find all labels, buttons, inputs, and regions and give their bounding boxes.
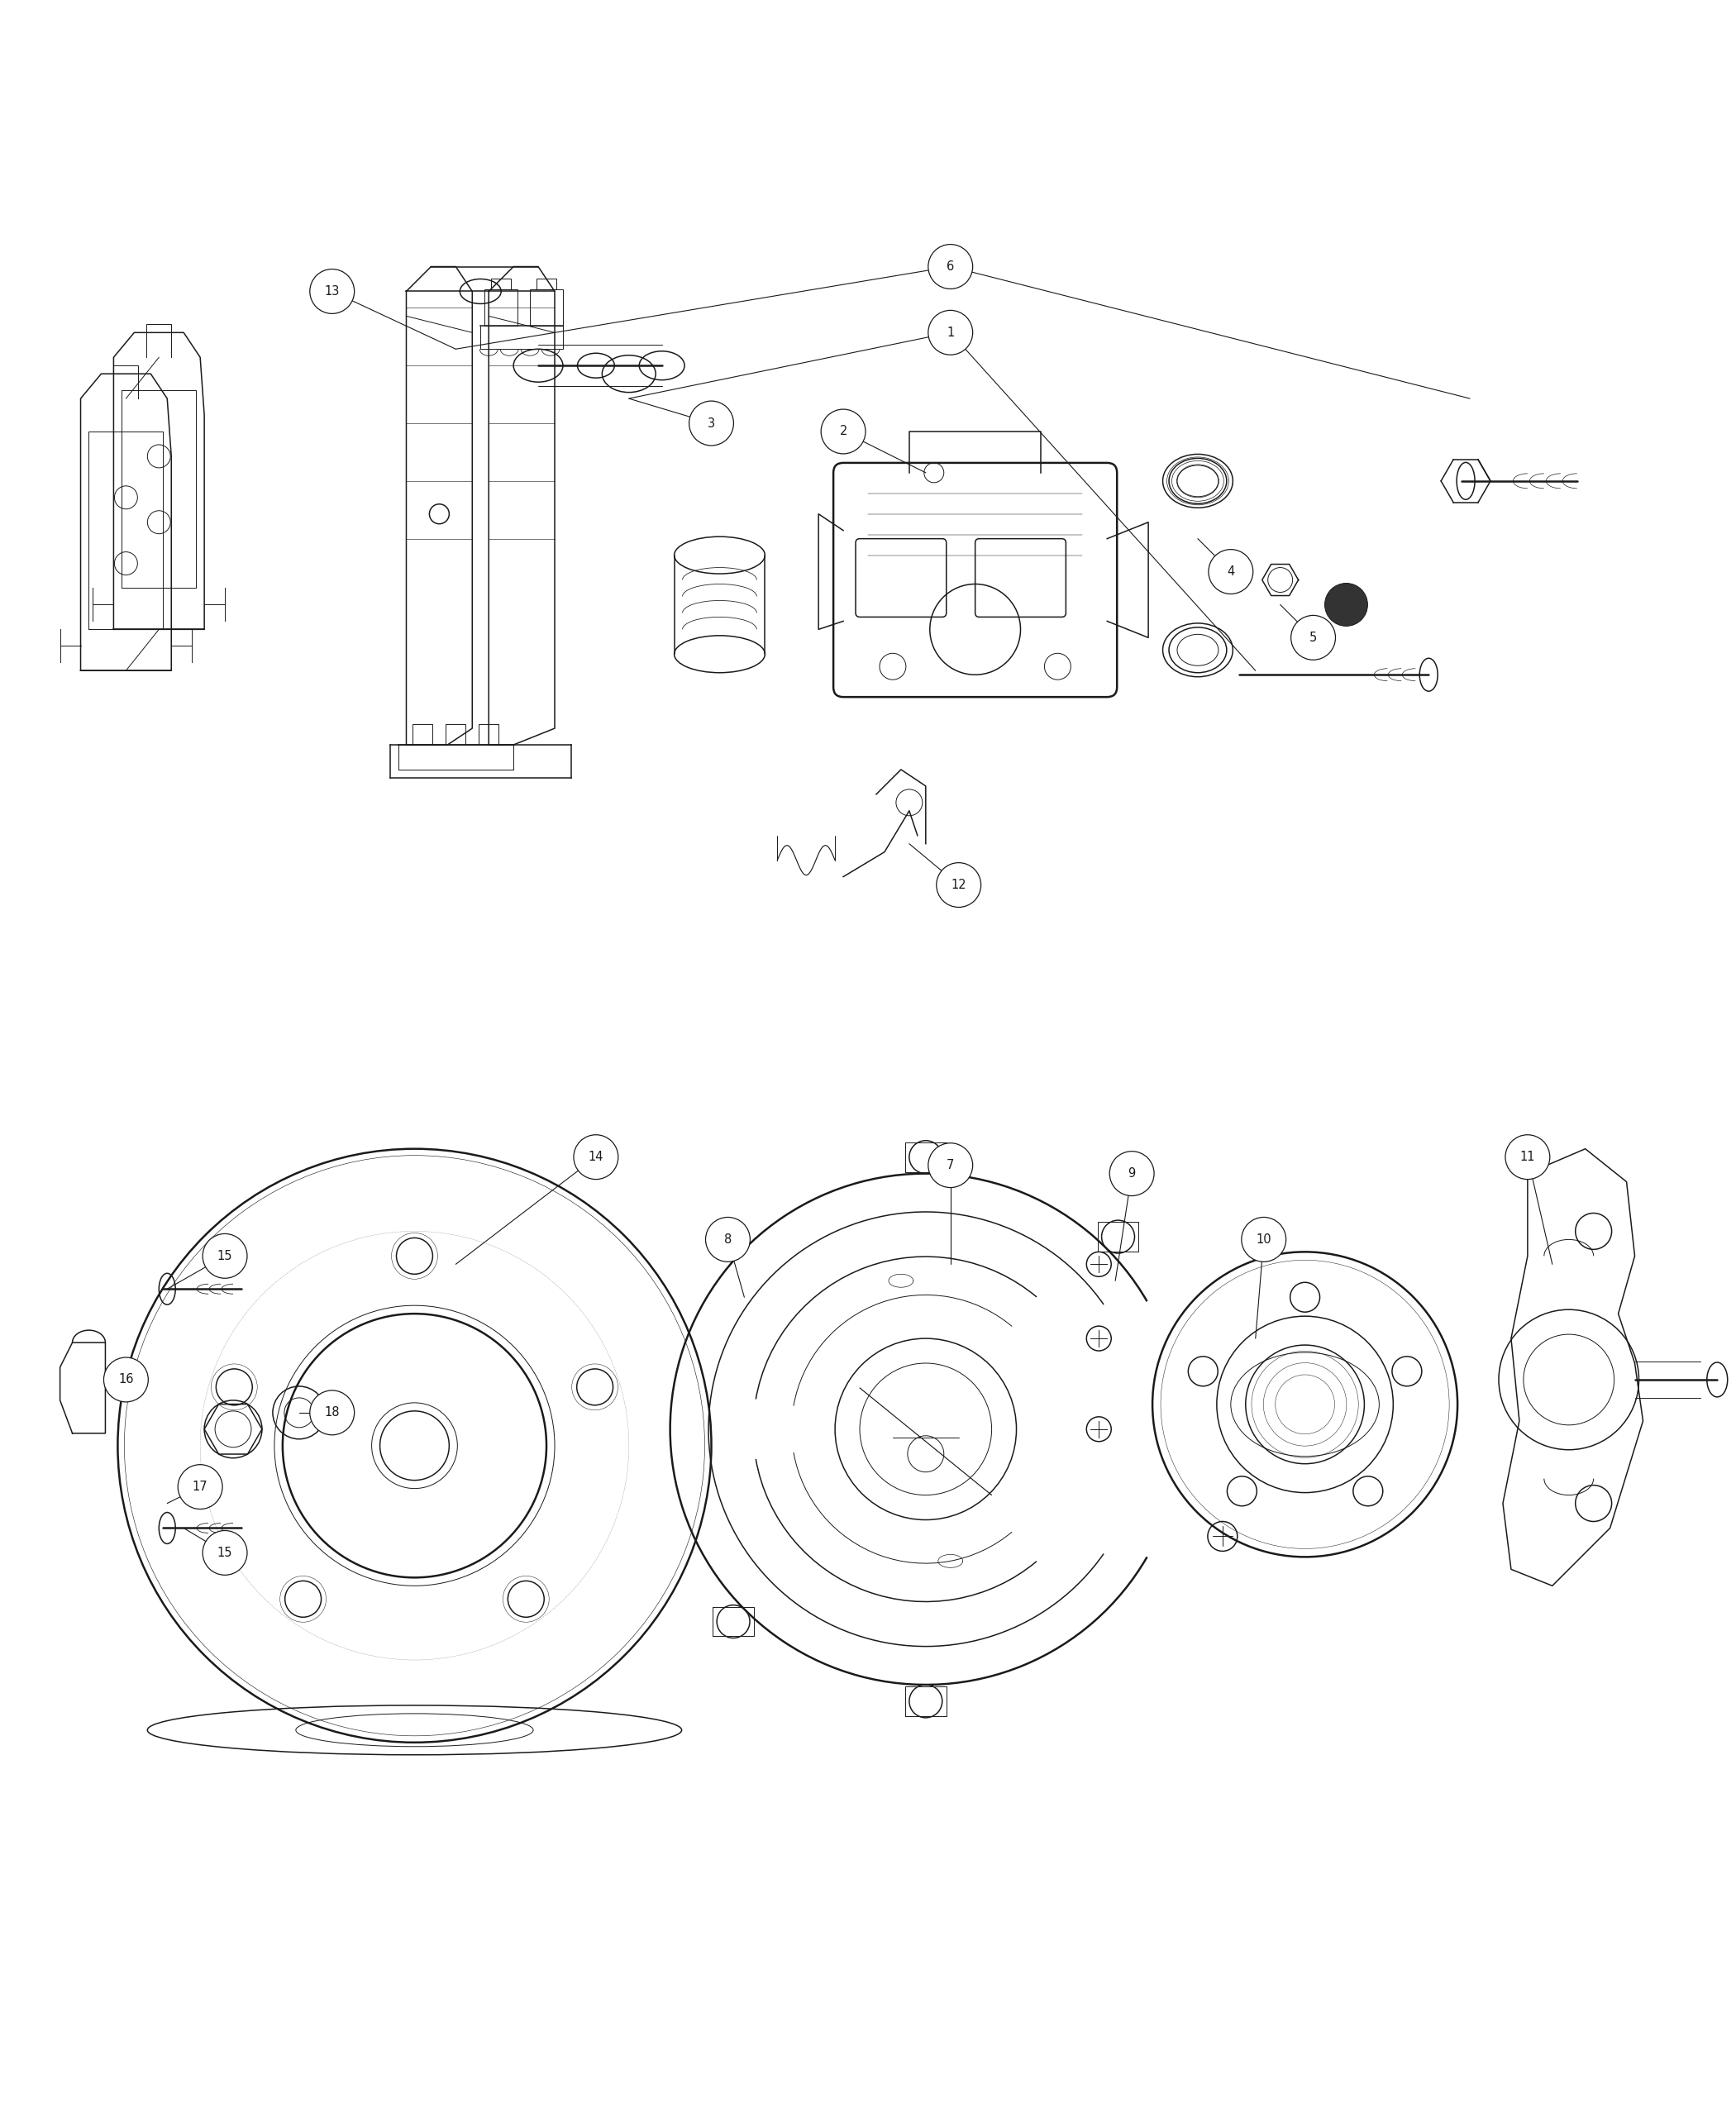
- Text: 3: 3: [708, 417, 715, 430]
- Text: 14: 14: [589, 1151, 604, 1164]
- Circle shape: [177, 1465, 222, 1509]
- Circle shape: [1292, 616, 1335, 660]
- Text: 7: 7: [946, 1159, 955, 1172]
- Circle shape: [705, 1216, 750, 1263]
- Circle shape: [1208, 550, 1253, 594]
- Text: 6: 6: [946, 261, 955, 272]
- Circle shape: [104, 1358, 148, 1402]
- Circle shape: [1241, 1216, 1286, 1263]
- Text: 10: 10: [1257, 1233, 1271, 1246]
- Circle shape: [689, 401, 734, 445]
- Text: 15: 15: [217, 1250, 233, 1263]
- Text: 17: 17: [193, 1480, 208, 1492]
- Text: 1: 1: [946, 327, 955, 339]
- Text: 13: 13: [325, 285, 340, 297]
- Circle shape: [1109, 1151, 1154, 1195]
- Circle shape: [573, 1134, 618, 1178]
- Text: 18: 18: [325, 1406, 340, 1419]
- Circle shape: [309, 270, 354, 314]
- Text: 12: 12: [951, 879, 967, 892]
- Circle shape: [929, 310, 972, 354]
- Circle shape: [1505, 1134, 1550, 1178]
- Text: 8: 8: [724, 1233, 731, 1246]
- Text: 4: 4: [1227, 565, 1234, 578]
- Text: 16: 16: [118, 1374, 134, 1385]
- Text: 5: 5: [1309, 632, 1318, 643]
- Circle shape: [1325, 584, 1368, 626]
- Circle shape: [929, 245, 972, 289]
- Text: 2: 2: [840, 426, 847, 438]
- Circle shape: [929, 1143, 972, 1187]
- Circle shape: [936, 862, 981, 906]
- Text: 15: 15: [217, 1547, 233, 1560]
- Circle shape: [309, 1391, 354, 1436]
- Circle shape: [203, 1233, 247, 1277]
- Circle shape: [821, 409, 866, 453]
- Text: 9: 9: [1128, 1168, 1135, 1180]
- Circle shape: [203, 1530, 247, 1575]
- Text: 11: 11: [1521, 1151, 1535, 1164]
